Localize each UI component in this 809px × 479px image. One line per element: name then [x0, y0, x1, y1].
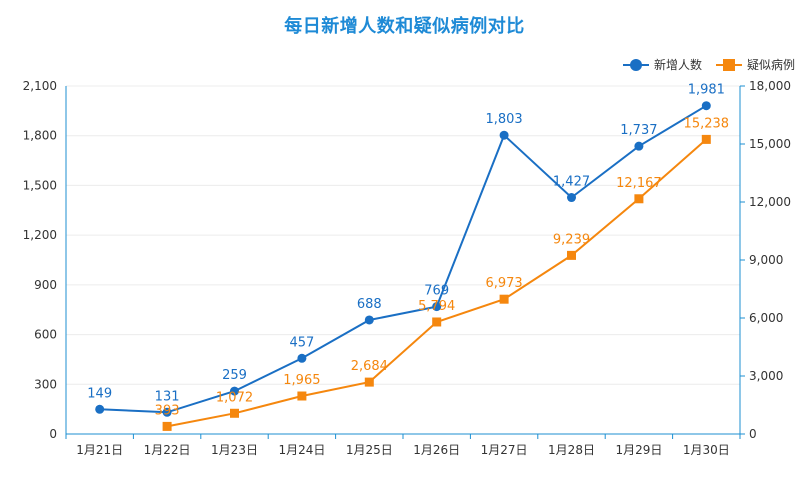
x-tick-label: 1月30日: [683, 443, 730, 457]
legend-item-suspected[interactable]: 疑似病例: [715, 56, 795, 73]
chart-title: 每日新增人数和疑似病例对比: [284, 16, 525, 37]
x-tick-label: 1月24日: [278, 443, 325, 457]
data-label-series-2: 12,167: [616, 176, 662, 191]
data-label-series-2: 1,072: [216, 390, 253, 405]
y-right-tick-label: 15,000: [749, 137, 791, 151]
legend-label-new-cases: 新增人数: [653, 58, 702, 72]
data-point-series-1: [499, 130, 509, 140]
x-tick-label: 1月25日: [346, 443, 393, 457]
data-point-series-1: [432, 302, 442, 312]
x-tick-label: 1月29日: [615, 443, 662, 457]
x-tick-label: 1月28日: [548, 443, 595, 457]
data-point-series-2: [432, 317, 442, 327]
data-point-series-2: [567, 250, 576, 260]
y-right-tick-label: 18,000: [749, 79, 791, 93]
data-label-series-1: 688: [357, 297, 382, 312]
data-point-series-2: [297, 391, 307, 401]
data-label-series-1: 149: [87, 386, 112, 401]
data-point-series-1: [567, 193, 576, 203]
data-point-series-2: [230, 408, 239, 418]
legend-swatch-circle-icon: [622, 58, 649, 72]
data-point-series-1: [162, 407, 172, 417]
data-point-series-2: [364, 377, 374, 387]
y-left-tick-label: 1,500: [23, 178, 57, 192]
data-label-series-1: 131: [155, 389, 180, 404]
series-line-1: [99, 104, 707, 414]
data-label-series-2: 2,684: [351, 359, 388, 374]
y-right-tick-label: 6,000: [749, 311, 783, 325]
data-label-series-2: 5,794: [418, 299, 455, 314]
data-point-series-2: [162, 421, 172, 431]
data-point-series-2: [701, 134, 711, 144]
data-label-series-2: 393: [155, 403, 180, 418]
data-label-series-2: 15,238: [684, 116, 730, 131]
data-label-series-1: 1,427: [553, 175, 590, 190]
x-tick-label: 1月22日: [144, 443, 191, 457]
x-tick-label: 1月26日: [413, 443, 460, 457]
data-point-series-1: [95, 404, 105, 414]
data-label-series-2: 6,973: [485, 276, 522, 291]
data-label-series-1: 1,737: [620, 123, 657, 138]
legend-label-suspected: 疑似病例: [746, 58, 795, 72]
y-right-tick-label: 0: [749, 427, 757, 441]
data-label-series-1: 457: [289, 335, 314, 350]
data-label-series-2: 1,965: [283, 373, 320, 388]
data-point-series-2: [634, 194, 644, 204]
y-right-tick-label: 9,000: [749, 253, 783, 267]
y-left-tick-label: 2,100: [23, 79, 57, 93]
y-left-tick-label: 1,200: [23, 228, 57, 242]
data-point-series-1: [230, 386, 239, 396]
data-point-series-1: [634, 141, 644, 151]
y-left-tick-label: 0: [49, 427, 57, 441]
data-point-series-1: [364, 315, 374, 325]
legend-swatch-square-icon: [715, 58, 742, 72]
data-label-series-1: 769: [424, 284, 449, 299]
legend: 新增人数 疑似病例: [622, 56, 795, 73]
data-point-series-2: [499, 294, 509, 304]
data-label-series-1: 259: [222, 368, 247, 383]
data-label-series-2: 9,239: [553, 232, 590, 247]
y-right-tick-label: 3,000: [749, 369, 783, 383]
y-left-tick-label: 1,800: [23, 129, 57, 143]
data-label-series-1: 1,803: [485, 112, 522, 127]
data-point-series-1: [701, 101, 711, 111]
x-tick-label: 1月21日: [76, 443, 123, 457]
y-left-tick-label: 300: [34, 377, 57, 391]
y-left-tick-label: 600: [34, 328, 57, 342]
legend-item-new-cases[interactable]: 新增人数: [622, 56, 702, 73]
y-left-tick-label: 900: [34, 278, 57, 292]
y-right-tick-label: 12,000: [749, 195, 791, 209]
x-tick-label: 1月27日: [481, 443, 528, 457]
data-point-series-1: [297, 353, 307, 363]
x-tick-label: 1月23日: [211, 443, 258, 457]
data-label-series-1: 1,981: [688, 83, 725, 98]
